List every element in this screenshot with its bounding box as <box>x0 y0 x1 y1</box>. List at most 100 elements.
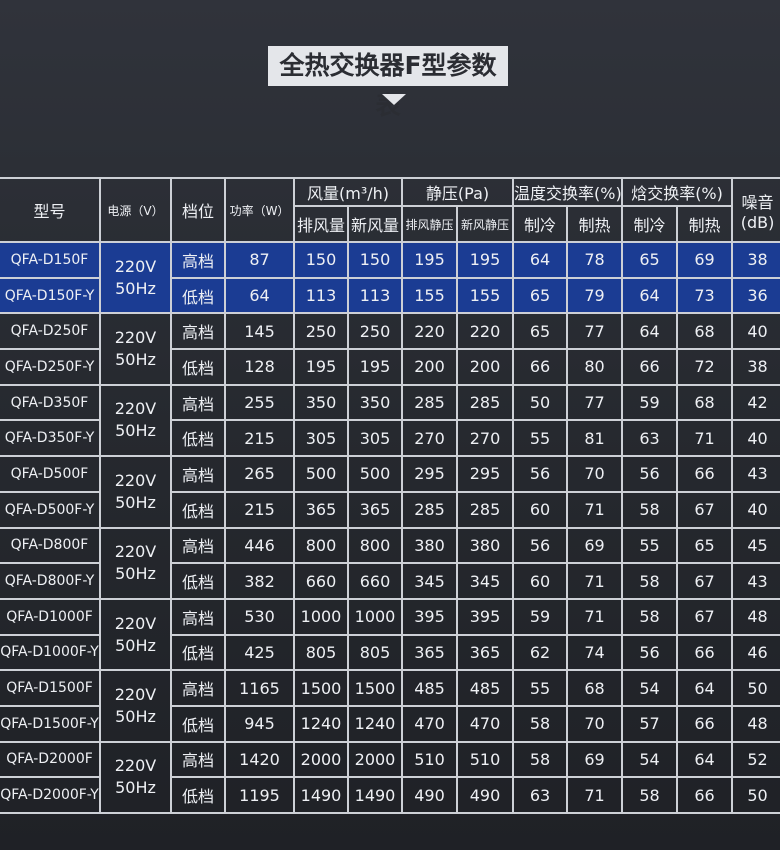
value-cell: 200 <box>401 348 458 386</box>
power-supply-cell: 220V 50Hz <box>99 312 172 386</box>
model-cell: QFA-D250F-Y <box>0 348 101 386</box>
value-cell: 77 <box>566 312 624 351</box>
value-cell: 74 <box>566 633 624 672</box>
voltage: 220V <box>114 542 157 562</box>
value-cell: 62 <box>512 633 569 672</box>
power-supply-cell: 220V 50Hz <box>99 597 172 672</box>
value-cell: 68 <box>566 669 624 707</box>
power-supply-cell: 220V 50Hz <box>99 455 172 529</box>
header-gear: 档位 <box>170 177 226 243</box>
value-cell: 58 <box>621 490 679 529</box>
frequency: 50Hz <box>115 564 156 584</box>
value-cell: 79 <box>566 276 624 315</box>
table-row: QFA-D1500F 220V 50Hz 高档 1165 1500 1500 485 485 55… <box>0 669 780 743</box>
value-cell: 60 <box>512 562 569 600</box>
value-cell: 43 <box>731 562 780 600</box>
value-cell: 56 <box>621 633 679 672</box>
table-row: QFA-D250F-Y 低档 128 195 195 200 200 66 80 66 72 38 <box>0 348 780 386</box>
value-cell: 55 <box>512 669 569 707</box>
value-cell: 69 <box>566 740 624 779</box>
value-cell: 38 <box>731 241 780 279</box>
gear-cell: 低档 <box>170 776 226 814</box>
noise-unit: (dB) <box>740 212 775 232</box>
value-cell: 250 <box>347 312 403 351</box>
power-supply-cell: 220V 50Hz <box>99 240 172 315</box>
power-supply-cell: 220V 50Hz <box>99 740 172 815</box>
value-cell: 490 <box>455 776 515 814</box>
value-cell: 77 <box>566 383 624 422</box>
value-cell: 270 <box>401 419 458 458</box>
voltage: 220V <box>114 399 157 419</box>
value-cell: 200 <box>455 348 515 386</box>
header-airflow: 风量(m³/h) <box>293 177 403 207</box>
header-temp-cooling: 制冷 <box>512 205 569 243</box>
value-cell: 71 <box>566 490 624 529</box>
value-cell: 500 <box>293 455 349 493</box>
value-cell: 380 <box>455 526 515 565</box>
value-cell: 64 <box>224 276 295 315</box>
value-cell: 38 <box>731 348 780 386</box>
value-cell: 68 <box>676 312 734 351</box>
value-cell: 395 <box>455 597 515 636</box>
value-cell: 64 <box>512 241 569 279</box>
voltage: 220V <box>114 470 157 490</box>
value-cell: 500 <box>347 455 403 493</box>
model-cell: QFA-D500F-Y <box>0 490 101 529</box>
value-cell: 805 <box>293 633 349 672</box>
value-cell: 63 <box>621 419 679 458</box>
value-cell: 380 <box>401 526 458 565</box>
model-cell: QFA-D800F-Y <box>0 562 101 600</box>
value-cell: 60 <box>512 490 569 529</box>
value-cell: 67 <box>676 490 734 529</box>
header-enthalpy-cooling: 制冷 <box>621 205 679 243</box>
frequency: 50Hz <box>115 778 156 798</box>
value-cell: 50 <box>512 383 569 422</box>
model-cell: QFA-D350F <box>0 383 101 422</box>
value-cell: 80 <box>566 348 624 386</box>
value-cell: 470 <box>455 704 515 743</box>
header-enthalpy-heating: 制热 <box>676 205 734 243</box>
value-cell: 64 <box>621 312 679 351</box>
value-cell: 220 <box>401 312 458 351</box>
value-cell: 66 <box>621 348 679 386</box>
value-cell: 66 <box>676 633 734 672</box>
table-row: QFA-D500F-Y 低档 215 365 365 285 285 60 71 58 67 40 <box>0 490 780 529</box>
value-cell: 305 <box>347 419 403 458</box>
value-cell: 40 <box>731 419 780 458</box>
value-cell: 195 <box>347 348 403 386</box>
gear-cell: 低档 <box>170 490 226 529</box>
value-cell: 59 <box>621 383 679 422</box>
value-cell: 945 <box>224 704 295 743</box>
table-row: QFA-D150F 220V 50Hz 高档 87 150 150 195 195 64 78 65 6… <box>0 240 780 315</box>
value-cell: 46 <box>731 633 780 672</box>
parameter-table: 型号 电源（V） 档位 功率（W） 风量(m³/h) 静压(Pa) 温度交换率(… <box>0 177 780 815</box>
value-cell: 1500 <box>347 669 403 707</box>
value-cell: 58 <box>621 776 679 814</box>
value-cell: 43 <box>731 455 780 493</box>
value-cell: 70 <box>566 455 624 493</box>
value-cell: 285 <box>401 383 458 422</box>
model-cell: QFA-D2000F-Y <box>0 776 101 814</box>
value-cell: 113 <box>347 276 403 315</box>
value-cell: 58 <box>621 562 679 600</box>
model-cell: QFA-D800F <box>0 526 101 565</box>
frequency: 50Hz <box>115 492 156 512</box>
value-cell: 45 <box>731 526 780 565</box>
value-cell: 81 <box>566 419 624 458</box>
value-cell: 36 <box>731 276 780 315</box>
table-row: QFA-D350F 220V 50Hz 高档 255 350 350 285 285 50 77 59… <box>0 383 780 458</box>
value-cell: 65 <box>676 526 734 565</box>
value-cell: 72 <box>676 348 734 386</box>
value-cell: 78 <box>566 241 624 279</box>
value-cell: 446 <box>224 526 295 565</box>
value-cell: 345 <box>401 562 458 600</box>
gear-cell: 低档 <box>170 562 226 600</box>
noise-label: 噪音 <box>741 192 774 212</box>
table-row: QFA-D800F 220V 50Hz 高档 446 800 800 380 380 56 69 55… <box>0 526 780 600</box>
model-cell: QFA-D2000F <box>0 740 101 779</box>
value-cell: 470 <box>401 704 458 743</box>
value-cell: 215 <box>224 419 295 458</box>
frequency: 50Hz <box>115 421 156 441</box>
value-cell: 67 <box>676 597 734 636</box>
value-cell: 70 <box>566 704 624 743</box>
